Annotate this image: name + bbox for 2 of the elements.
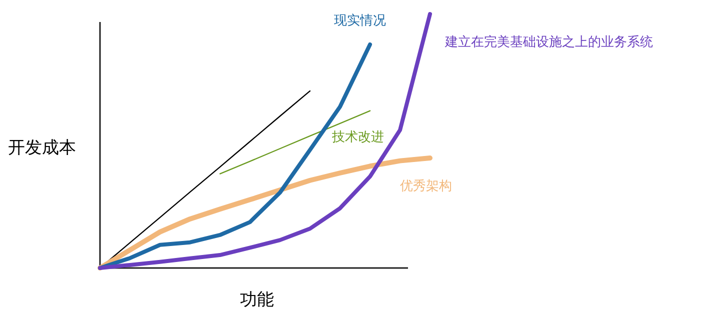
ylabel: 开发成本 — [8, 138, 76, 158]
xlabel: 功能 — [240, 290, 274, 310]
